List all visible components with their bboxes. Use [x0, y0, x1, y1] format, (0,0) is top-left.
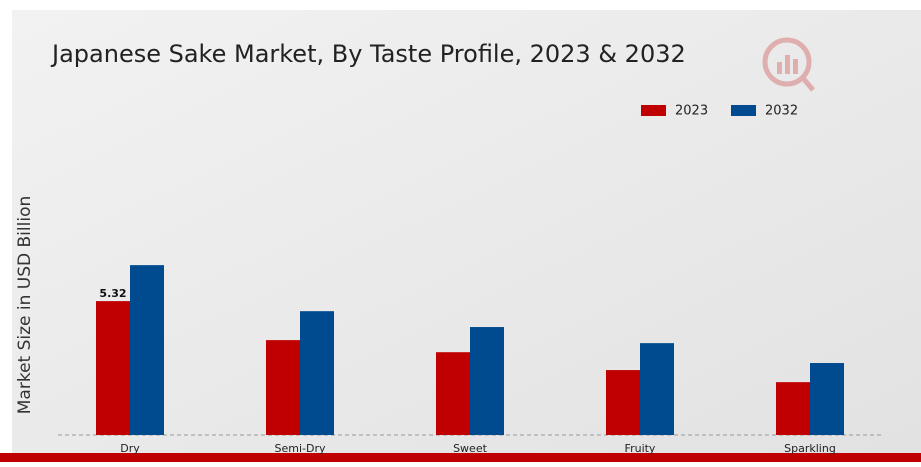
legend-swatch — [641, 105, 666, 116]
bar — [436, 352, 470, 435]
x-tick-label: Fruity — [625, 442, 656, 455]
data-label: 5.32 — [99, 287, 126, 300]
bar — [640, 343, 674, 435]
legend-label: 2023 — [675, 104, 708, 119]
chart-title: Japanese Sake Market, By Taste Profile, … — [50, 40, 686, 68]
x-tick-label: Semi-Dry — [275, 442, 326, 455]
bottom-band — [0, 453, 921, 462]
y-axis-label: Market Size in USD Billion — [15, 196, 35, 415]
x-tick-label: Sweet — [453, 442, 488, 455]
bar — [606, 370, 640, 435]
logo — [762, 37, 815, 92]
bar — [266, 340, 300, 435]
legend-swatch — [731, 105, 756, 116]
bar — [470, 327, 504, 435]
bar — [776, 382, 810, 435]
x-tick-label: Dry — [120, 442, 140, 455]
bar — [810, 363, 844, 435]
legend-label: 2032 — [765, 104, 798, 119]
bar — [96, 301, 130, 435]
x-tick-label: Sparkling — [784, 442, 836, 455]
bar — [130, 265, 164, 435]
bar — [300, 311, 334, 435]
